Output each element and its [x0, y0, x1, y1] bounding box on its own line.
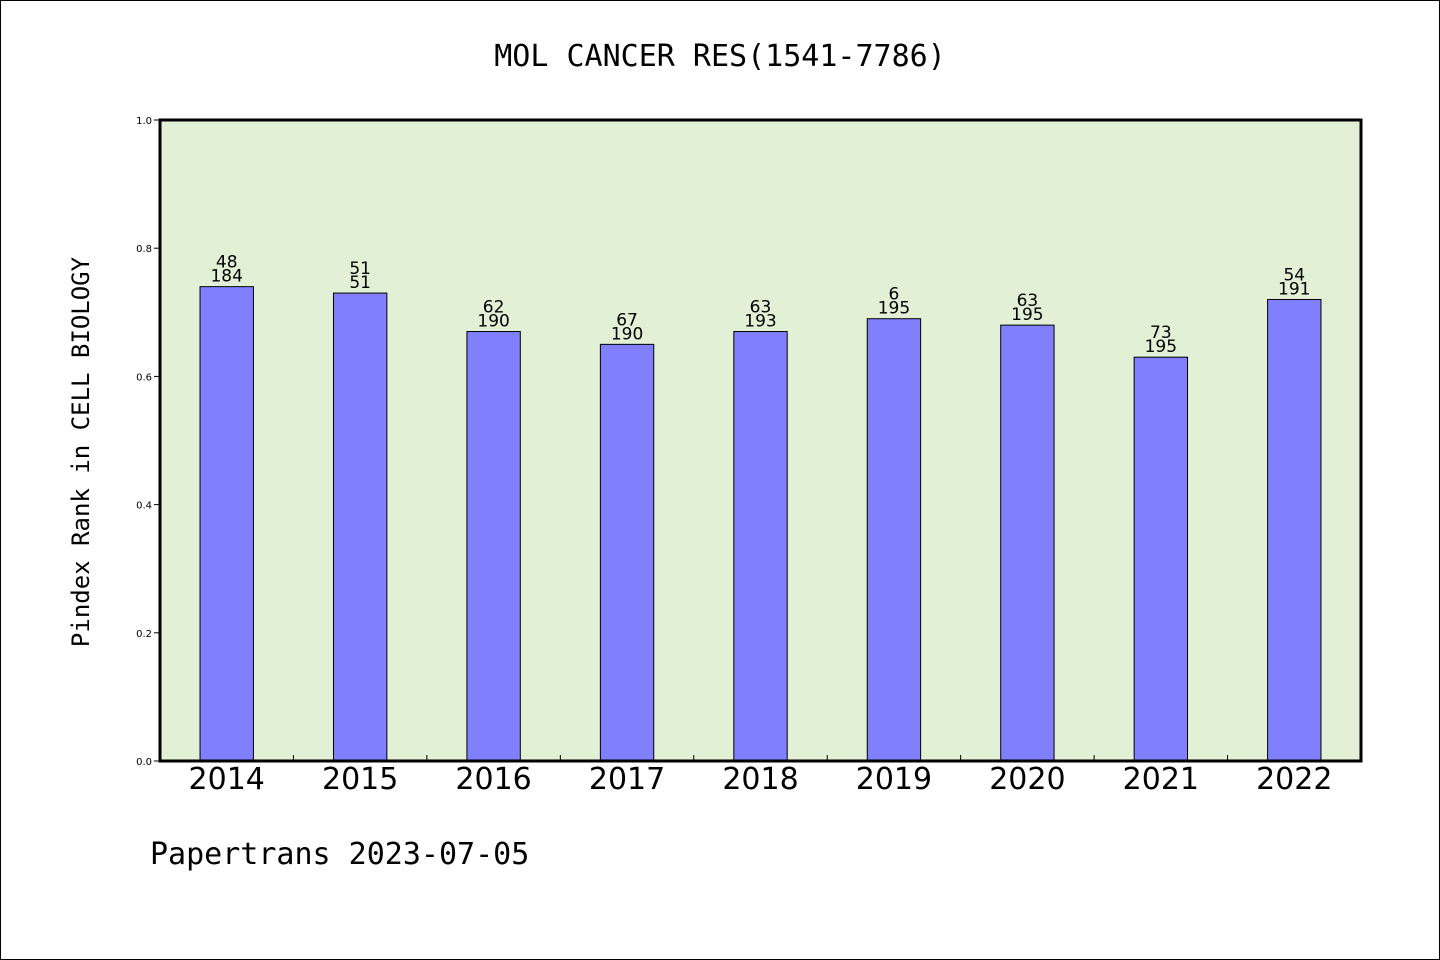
data-label-bottom: 195 — [1145, 337, 1177, 357]
bar-2017 — [599, 343, 655, 762]
plot-border — [158, 118, 1363, 763]
x-tick-label: 2016 — [455, 762, 531, 797]
data-label-top: 6 — [889, 285, 900, 305]
chart-title: MOL CANCER RES(1541-7786) — [494, 39, 946, 74]
x-tick-label: 2022 — [1256, 762, 1332, 797]
y-tick-label: 0.4 — [136, 501, 152, 512]
y-axis-label: Pindex Rank in CELL BIOLOGY — [67, 256, 95, 647]
bar-2022 — [1267, 298, 1322, 762]
data-label-bottom: 51 — [349, 273, 371, 293]
x-tick-label: 2015 — [322, 762, 398, 797]
bar-2019 — [866, 318, 922, 762]
bar-2020 — [1000, 324, 1055, 762]
data-label-top: 63 — [750, 298, 772, 318]
data-label-top: 62 — [483, 298, 505, 318]
data-label-top: 63 — [1017, 291, 1039, 311]
x-tick-label: 2021 — [1123, 762, 1199, 797]
bars-group — [199, 286, 1322, 762]
x-tick-label: 2020 — [989, 762, 1065, 797]
data-label-bottom: 190 — [611, 324, 643, 344]
bar-2018 — [733, 331, 788, 762]
x-tick-label: 2018 — [722, 762, 798, 797]
footer-text: Papertrans 2023-07-05 — [150, 837, 529, 872]
data-label-bottom: 190 — [477, 312, 509, 332]
data-label-top: 73 — [1150, 323, 1172, 343]
data-label-bottom: 193 — [744, 312, 776, 332]
y-tick-label: 1.0 — [136, 116, 152, 127]
x-tick-label: 2019 — [856, 762, 932, 797]
bar-2021 — [1133, 356, 1189, 762]
y-tick-label: 0.0 — [136, 757, 152, 768]
data-label-bottom: 184 — [210, 267, 242, 287]
data-label-top: 48 — [216, 253, 238, 273]
bar-2014 — [199, 286, 254, 762]
x-tick-labels: 2014 2015 2016 2017 2018 2019 2020 2021 2022 — [189, 762, 1333, 797]
bar-2016 — [466, 331, 521, 762]
data-label-bottom: 195 — [1011, 305, 1043, 325]
x-tick-label: 2017 — [589, 762, 665, 797]
y-tick-label: 0.2 — [136, 629, 152, 640]
x-tick-label: 2014 — [189, 762, 265, 797]
data-label-bottom: 195 — [878, 299, 910, 319]
y-tick-label: 0.8 — [136, 244, 152, 255]
data-label-top: 54 — [1283, 265, 1305, 285]
data-label-top: 67 — [616, 310, 638, 330]
data-label-bottom: 191 — [1278, 279, 1310, 299]
bar-2015 — [332, 292, 388, 762]
data-label-top: 51 — [349, 259, 371, 279]
y-tick-label: 0.6 — [136, 372, 152, 383]
